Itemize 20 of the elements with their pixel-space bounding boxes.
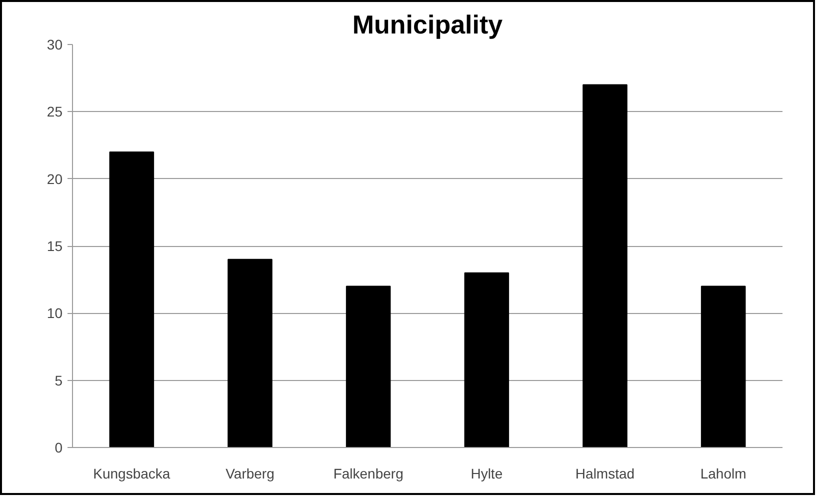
y-tick-label: 10: [46, 305, 63, 322]
bar: [228, 258, 272, 448]
y-tick-label: 0: [54, 440, 63, 456]
x-tick-label: Falkenberg: [333, 466, 404, 482]
y-tick-label: 15: [46, 238, 63, 254]
y-tick-label: 5: [54, 372, 63, 388]
x-tick-label: Laholm: [700, 466, 746, 482]
y-tick-label: 30: [46, 36, 63, 52]
bar: [346, 286, 391, 448]
x-tick-label: Kungsbacka: [93, 466, 170, 482]
x-tick-label: Halmstad: [575, 466, 635, 482]
y-tick-label: 25: [46, 104, 63, 120]
bar: [464, 272, 510, 448]
y-tick-label: 20: [46, 170, 63, 187]
x-tick-label: Hylte: [470, 466, 503, 482]
chart-title: Municipality: [352, 10, 504, 40]
bar: [109, 151, 154, 448]
bar: [700, 286, 746, 448]
x-tick-label: Varberg: [226, 466, 274, 482]
bar: [582, 84, 628, 448]
